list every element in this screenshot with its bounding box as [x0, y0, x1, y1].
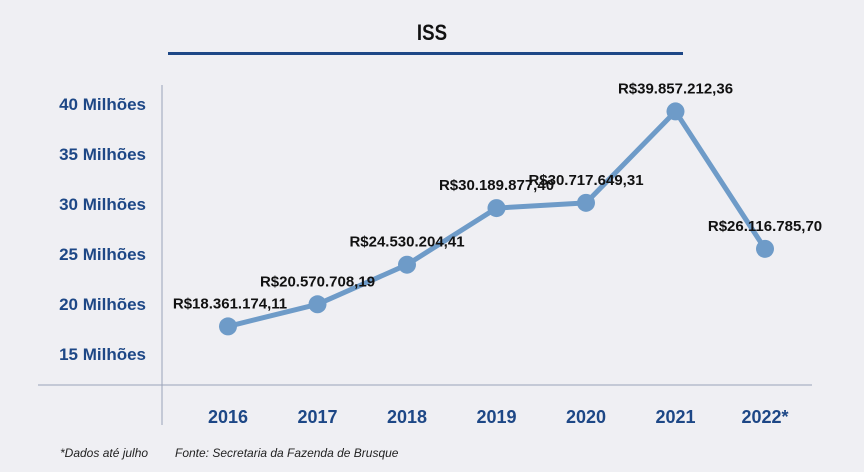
data-label: R$24.530.204,41 — [349, 234, 464, 251]
data-point — [756, 239, 774, 258]
x-tick-label: 2016 — [208, 407, 248, 427]
data-point — [666, 102, 685, 121]
x-tick-label: 2022* — [741, 407, 788, 427]
x-tick-label: 2021 — [655, 407, 695, 427]
x-tick-label: 2018 — [387, 407, 427, 427]
y-tick-label: 20 Milhões — [59, 295, 146, 314]
footnote: *Dados até julho — [60, 446, 149, 460]
y-tick-label: 30 Milhões — [59, 195, 146, 214]
data-label: R$39.857.212,36 — [618, 80, 733, 97]
data-point — [308, 295, 327, 314]
data-label: R$26.116.785,70 — [708, 218, 822, 235]
y-tick-label: 40 Milhões — [59, 95, 146, 114]
y-tick-label: 35 Milhões — [59, 145, 146, 164]
chart-title: ISS — [416, 20, 448, 45]
data-label: R$30.189.877,40 — [439, 177, 554, 194]
source-note: Fonte: Secretaria da Fazenda de Brusque — [175, 446, 399, 460]
data-point — [398, 255, 416, 274]
data-label: R$30.717.649,31 — [528, 172, 643, 189]
x-tick-label: 2019 — [476, 407, 516, 427]
data-label: R$18.361.174,11 — [173, 295, 287, 312]
y-tick-label: 15 Milhões — [59, 345, 146, 364]
title-underline — [168, 52, 683, 55]
data-label: R$20.570.708,19 — [260, 273, 375, 290]
series-line — [227, 108, 768, 329]
y-tick-label: 25 Milhões — [59, 245, 146, 264]
data-point — [487, 199, 506, 218]
data-point — [577, 193, 595, 212]
data-point — [219, 317, 237, 336]
x-tick-label: 2020 — [566, 407, 606, 427]
x-tick-label: 2017 — [297, 407, 337, 427]
